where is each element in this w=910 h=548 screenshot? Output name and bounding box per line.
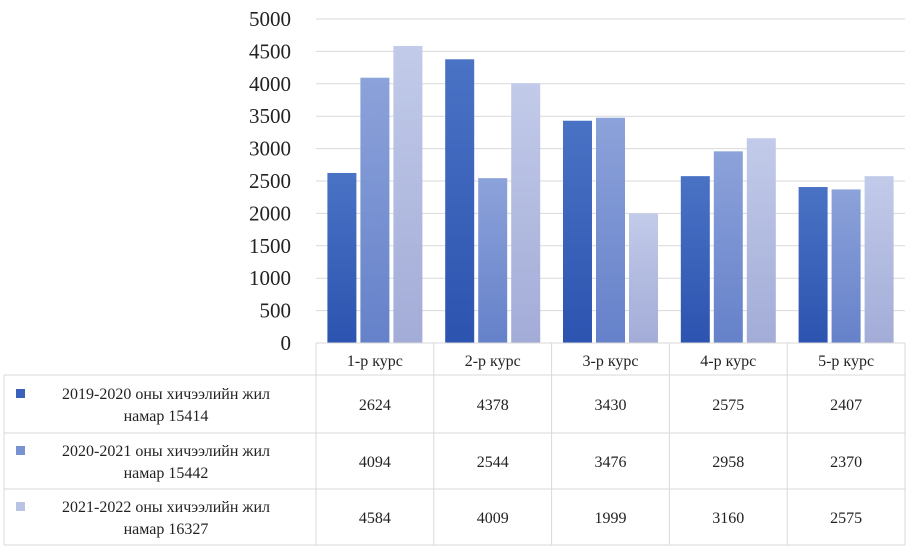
- y-tick-label: 3000: [249, 137, 291, 161]
- table-cell: 1999: [595, 510, 627, 527]
- bar-series-3-1: [393, 45, 423, 344]
- table-cell: 2958: [712, 454, 744, 471]
- legend-label: намар 15414: [124, 408, 209, 425]
- bar-series-1-5: [798, 187, 828, 343]
- bar-series-3-5: [864, 176, 894, 343]
- legend-swatch: [16, 446, 25, 455]
- y-tick-label: 4000: [249, 72, 291, 96]
- table-cell: 2624: [359, 397, 391, 414]
- legend-label: 2020-2021 оны хичээлийн жил: [62, 443, 270, 460]
- table-cell: 4584: [359, 510, 391, 527]
- bar-series-1-4: [680, 176, 710, 343]
- data-table: 1-р курс 2-р курс 3-р курс 4-р курс 5-р курс…: [3, 342, 906, 546]
- table-cell: 2370: [830, 454, 862, 471]
- category-label: 1-р курс: [347, 353, 403, 370]
- y-axis-ticks: 0 500 1000 1500 2000 2500 3000 3500 4000 4500 5000: [249, 7, 291, 355]
- y-tick-label: 0: [281, 331, 292, 355]
- table-cell: 2575: [712, 397, 744, 414]
- y-tick-label: 4500: [249, 39, 291, 63]
- table-cell: 2544: [477, 454, 509, 471]
- category-label: 5-р курс: [818, 353, 874, 370]
- bar-series-1-2: [445, 59, 475, 343]
- category-label: 2-р курс: [465, 353, 521, 370]
- legend-label: 2019-2020 оны хичээлийн жил: [62, 386, 270, 403]
- legend-swatch: [16, 389, 25, 398]
- bar-series-2-4: [713, 151, 743, 343]
- bar-series-1-1: [327, 172, 357, 343]
- bar-series-2-3: [596, 117, 625, 343]
- table-cell: 2575: [830, 510, 862, 527]
- bar-series-2-2: [478, 178, 508, 343]
- table-cell: 4094: [359, 454, 391, 471]
- y-tick-label: 1000: [249, 266, 291, 290]
- y-tick-label: 1500: [249, 234, 291, 258]
- legend-label: намар 15442: [124, 465, 209, 482]
- bar-series-3-3: [629, 213, 658, 343]
- y-tick-label: 2500: [249, 169, 291, 193]
- y-tick-label: 3500: [249, 104, 291, 128]
- legend-label: намар 16327: [124, 521, 209, 538]
- y-tick-label: 2000: [249, 201, 291, 225]
- bar-series-2-1: [360, 77, 390, 343]
- category-label: 4-р курс: [700, 353, 756, 370]
- category-label: 3-р курс: [583, 353, 639, 370]
- y-tick-label: 500: [260, 299, 292, 323]
- table-cell: 3160: [712, 510, 744, 527]
- legend-swatch: [16, 502, 25, 511]
- table-cell: 3476: [595, 454, 627, 471]
- table-cell: 3430: [595, 397, 627, 414]
- table-cell: 4009: [477, 510, 509, 527]
- bar-series-2-5: [831, 189, 861, 343]
- bar-series-3-4: [746, 138, 776, 343]
- bars: [327, 45, 894, 344]
- table-cell: 4378: [477, 397, 509, 414]
- bar-series-1-3: [563, 120, 592, 344]
- bar-series-3-2: [511, 83, 541, 343]
- y-tick-label: 5000: [249, 7, 291, 31]
- legend-label: 2021-2022 оны хичээлийн жил: [62, 499, 270, 516]
- table-cell: 2407: [830, 397, 862, 414]
